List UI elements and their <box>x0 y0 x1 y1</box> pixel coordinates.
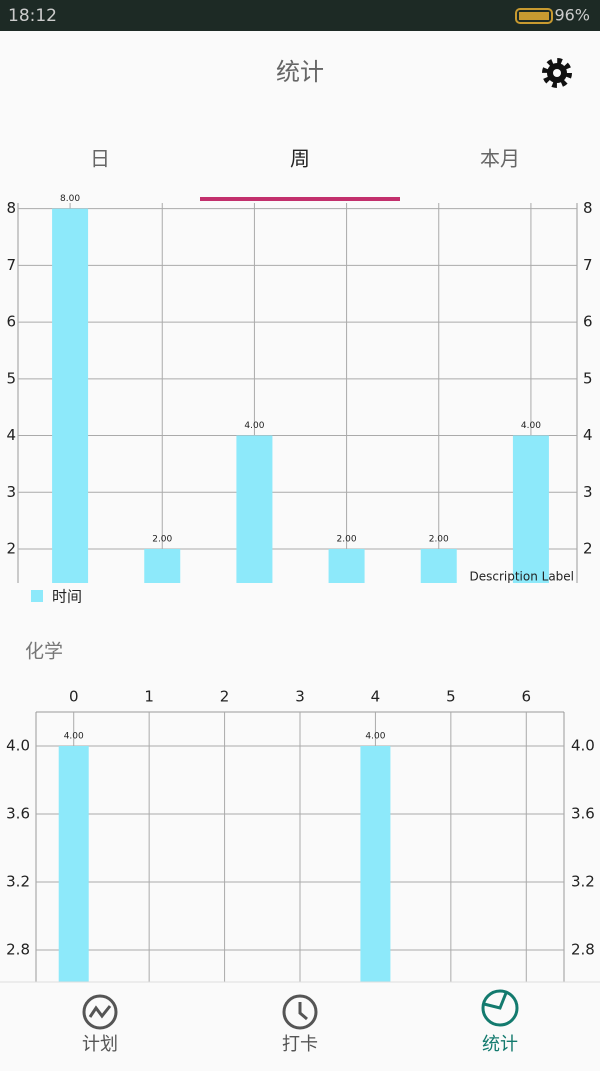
plan-icon-wave <box>88 1005 112 1019</box>
page-title: 统计 <box>276 58 324 86</box>
y-tick-label: 3.2 <box>6 873 30 891</box>
x-tick-label: 0 <box>69 688 79 706</box>
section-title: 化学 <box>25 641 63 663</box>
value-label: 2.00 <box>152 534 172 544</box>
x-tick-label: 2 <box>220 688 230 706</box>
value-label: 4.00 <box>365 732 385 742</box>
tab-indicator <box>200 197 400 201</box>
y2-tick-label: 2.8 <box>571 941 595 959</box>
nav-label[interactable]: 计划 <box>82 1034 118 1055</box>
battery-level <box>519 12 549 20</box>
bar <box>328 548 365 583</box>
y-tick-label: 6 <box>6 313 16 331</box>
bar <box>52 208 89 584</box>
bar <box>360 746 391 984</box>
stats-icon[interactable] <box>481 989 519 1027</box>
value-label: 4.00 <box>64 732 84 742</box>
y-tick-label: 2.8 <box>6 941 30 959</box>
y2-tick-label: 5 <box>583 369 593 387</box>
bar <box>236 435 273 583</box>
x-tick-label: 5 <box>446 688 456 706</box>
tab[interactable]: 日 <box>90 147 110 171</box>
y-tick-label: 5 <box>6 369 16 387</box>
x-tick-label: 1 <box>144 688 154 706</box>
gear-teeth <box>542 58 572 88</box>
y2-tick-label: 3 <box>583 483 593 501</box>
y2-tick-label: 8 <box>583 199 593 217</box>
y-tick-label: 2 <box>6 539 16 557</box>
value-label: 2.00 <box>337 534 357 544</box>
y2-tick-label: 3.2 <box>571 873 595 891</box>
y-tick-label: 3.6 <box>6 805 30 823</box>
value-label: 4.00 <box>521 421 541 431</box>
bar <box>144 548 181 583</box>
clock-hands <box>298 1002 308 1021</box>
y-tick-label: 4 <box>6 426 16 444</box>
description: Description Label <box>469 570 574 584</box>
y2-tick-label: 7 <box>583 256 593 274</box>
value-label: 4.00 <box>244 421 264 431</box>
bar <box>420 548 457 583</box>
y2-tick-label: 4 <box>583 426 593 444</box>
gear-hole <box>553 69 561 77</box>
y2-tick-label: 4.0 <box>571 737 595 755</box>
y2-tick-label: 3.6 <box>571 805 595 823</box>
status-bar <box>0 0 600 31</box>
x-tick-label: 3 <box>295 688 305 706</box>
y-tick-label: 3 <box>6 483 16 501</box>
clock-icon[interactable] <box>282 994 318 1030</box>
bar <box>512 435 549 583</box>
settings-icon[interactable] <box>542 58 572 88</box>
y-tick-label: 4.0 <box>6 737 30 755</box>
plan-icon[interactable] <box>82 994 118 1030</box>
y2-tick-label: 2 <box>583 539 593 557</box>
status-time: 18:12 <box>8 6 57 26</box>
tab[interactable]: 本月 <box>480 147 520 171</box>
legend-swatch <box>31 590 43 602</box>
battery-text: 96% <box>554 6 590 25</box>
bar <box>58 746 89 984</box>
tab[interactable]: 周 <box>290 147 310 171</box>
y-tick-label: 7 <box>6 256 16 274</box>
value-label: 2.00 <box>429 534 449 544</box>
battery-icon <box>515 8 553 24</box>
nav-label[interactable]: 统计 <box>482 1034 518 1055</box>
y2-tick-label: 6 <box>583 313 593 331</box>
x-tick-label: 6 <box>522 688 532 706</box>
value-label: 8.00 <box>60 194 80 204</box>
x-tick-label: 4 <box>371 688 381 706</box>
y-tick-label: 8 <box>6 199 16 217</box>
legend-label: 时间 <box>52 588 82 606</box>
nav-label[interactable]: 打卡 <box>282 1034 318 1055</box>
stats-icon-slice <box>483 992 508 1010</box>
